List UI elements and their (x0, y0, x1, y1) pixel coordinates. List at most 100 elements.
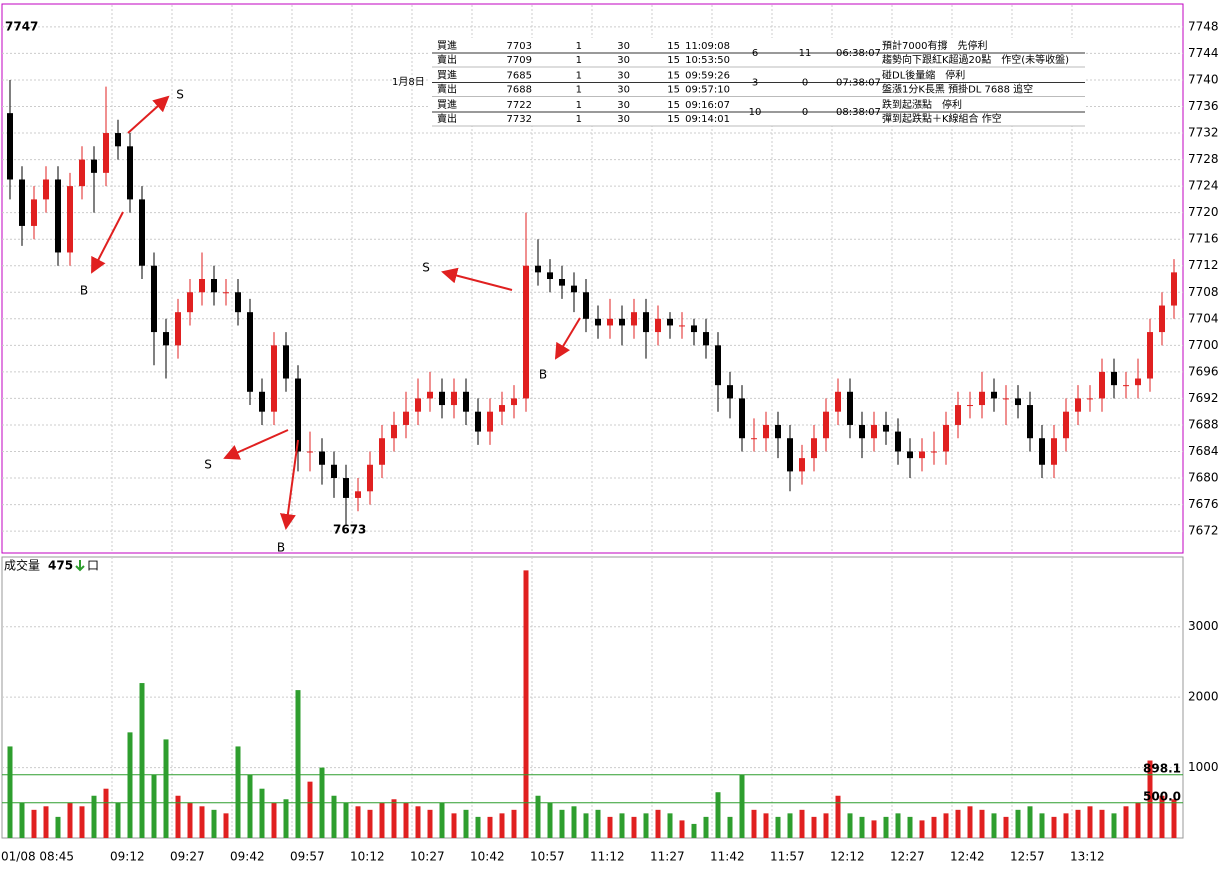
candle-body (991, 391, 997, 399)
volume-bar (751, 809, 757, 838)
candle-body (967, 405, 973, 407)
candle-body (79, 159, 85, 187)
table-cell: 0 (802, 78, 808, 89)
candle-body (259, 391, 265, 412)
y-tick-label: 3000 (1188, 619, 1219, 633)
volume-label: 成交量 (4, 558, 40, 573)
y-tick-label: 7732 (1188, 126, 1219, 140)
candle-body (175, 312, 181, 346)
candle-body (403, 411, 409, 425)
volume-bar (91, 795, 97, 838)
y-tick-label: 7728 (1188, 152, 1219, 166)
candle-body (979, 391, 985, 406)
candle-body (583, 292, 589, 319)
candle-body (535, 265, 541, 273)
volume-bar (811, 816, 817, 838)
candle-body (295, 378, 301, 452)
table-cell: 30 (617, 85, 630, 96)
candle-body (643, 312, 649, 333)
volume-bar (1147, 760, 1153, 838)
table-cell: 賣出 (437, 83, 457, 96)
volume-bar (1051, 816, 1057, 838)
candle-body (319, 451, 325, 465)
volume-bar (763, 813, 769, 838)
table-cell: 買進 (437, 40, 457, 52)
volume-bar (691, 823, 697, 838)
candle-body (331, 464, 337, 479)
volume-unit: 口 (87, 559, 99, 573)
table-cell: 1 (576, 41, 582, 52)
table-note: 跌到起漲點 停利 (882, 98, 962, 111)
y-tick-label: 7720 (1188, 205, 1219, 219)
y-tick-label: 2000 (1188, 690, 1219, 704)
candle-body (691, 325, 697, 333)
candle-body (511, 398, 517, 406)
table-cell: 7722 (507, 100, 532, 111)
candle-body (679, 325, 685, 327)
table-cell: 06:38:07 (836, 48, 881, 59)
volume-bar (403, 802, 409, 838)
y-tick-label: 7712 (1188, 258, 1219, 272)
volume-bar (127, 732, 133, 838)
volume-bar (79, 806, 85, 838)
candle-body (523, 265, 529, 399)
candle-body (1027, 405, 1033, 439)
table-cell: 30 (617, 41, 630, 52)
table-cell: 1 (576, 85, 582, 96)
volume-bar (955, 809, 961, 838)
annotation: S (176, 88, 184, 102)
candle-body (307, 451, 313, 453)
candle-body (343, 478, 349, 498)
volume-bar (1123, 806, 1129, 838)
candle-body (1111, 371, 1117, 386)
table-cell: 7709 (507, 55, 532, 66)
volume-bar (523, 570, 529, 838)
volume-bar (1159, 795, 1165, 838)
high-label: 7747 (5, 20, 38, 34)
table-cell: 15 (667, 100, 680, 111)
volume-bar (679, 820, 685, 838)
annotation: B (277, 541, 285, 555)
candle-body (619, 318, 625, 326)
candle-body (391, 424, 397, 439)
volume-bar (175, 795, 181, 838)
table-cell: 1 (576, 55, 582, 66)
candle-body (1075, 398, 1081, 412)
candle-body (571, 285, 577, 293)
annotation-arrow (279, 439, 299, 530)
candle-body (907, 451, 913, 459)
candle-body (271, 345, 277, 412)
y-tick-label: 7696 (1188, 364, 1219, 378)
volume-bar (871, 820, 877, 838)
table-cell: 30 (617, 100, 630, 111)
table-cell: 買進 (437, 70, 457, 82)
annotation-arrow (127, 95, 170, 134)
volume-bar (463, 809, 469, 838)
candle-body (715, 345, 721, 386)
annotation-arrow (441, 267, 513, 291)
candle-body (631, 312, 637, 326)
y-tick-label: 7700 (1188, 338, 1219, 352)
y-tick-label: 7716 (1188, 232, 1219, 246)
table-cell: 7685 (507, 71, 532, 82)
y-tick-label: 1000 (1188, 760, 1219, 774)
table-cell: 15 (667, 71, 680, 82)
candle-body (451, 391, 457, 406)
volume-bar (1063, 813, 1069, 838)
candle-body (379, 438, 385, 465)
candle-body (103, 133, 109, 173)
volume-bar (715, 792, 721, 838)
candle-body (1171, 272, 1177, 306)
candle-body (943, 424, 949, 452)
candle-body (847, 391, 853, 425)
volume-bar (547, 802, 553, 838)
candle-body (895, 431, 901, 452)
volume-bar (415, 806, 421, 838)
annotation: S (422, 261, 430, 275)
x-tick-label: 11:12 (590, 850, 625, 864)
candle-body (211, 279, 217, 293)
candle-body (703, 332, 709, 346)
volume-bar (487, 816, 493, 838)
candle-body (475, 411, 481, 432)
y-tick-label: 7680 (1188, 471, 1219, 485)
